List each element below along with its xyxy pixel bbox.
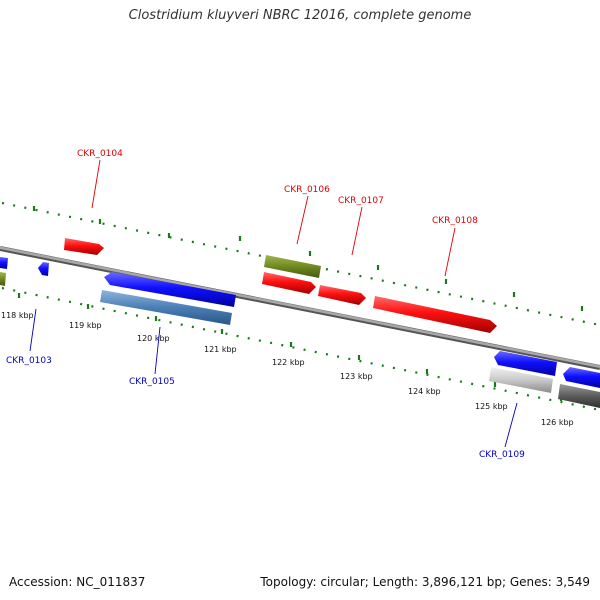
tick-label-126kbp: 126 kbp [541, 418, 574, 427]
tick-label-119kbp: 119 kbp [69, 321, 102, 330]
gene-arrow-ckr-0104[interactable] [64, 238, 104, 255]
reverse-major-ticks [17, 293, 563, 401]
gene-bar-olive-edge[interactable] [0, 272, 6, 286]
tick-label-121kbp: 121 kbp [204, 345, 237, 354]
gene-arrow-ckr-0108[interactable] [373, 296, 497, 333]
gene-bar-ckr-0109[interactable] [489, 367, 553, 393]
genome-summary-text: Topology: circular; Length: 3,896,121 bp… [260, 575, 590, 589]
tick-label-122kbp: 122 kbp [272, 358, 305, 367]
gene-label-ckr-0107: CKR_0107 [338, 196, 384, 206]
gene-arrow-red-a[interactable] [262, 272, 316, 294]
gene-arrow-blue-c[interactable] [494, 351, 557, 376]
gene-label-ckr-0108: CKR_0108 [432, 216, 478, 226]
gene-bar-ckr-0106[interactable] [264, 255, 321, 278]
gene-label-ckr-0105: CKR_0105 [129, 377, 175, 387]
gene-label-ckr-0103: CKR_0103 [6, 356, 52, 366]
gene-label-ckr-0104: CKR_0104 [77, 149, 123, 159]
gene-arrow-blue-b[interactable] [104, 272, 236, 307]
gene-arrow-blue-d[interactable] [563, 367, 600, 388]
tick-label-125kbp: 125 kbp [475, 402, 508, 411]
gene-arrow-ckr-0103[interactable] [38, 262, 49, 276]
gene-bar-dark-edge[interactable] [558, 384, 600, 408]
tick-label-124kbp: 124 kbp [408, 387, 441, 396]
tick-label-118kbp: 118 kbp [1, 311, 34, 320]
gene-label-ckr-0109: CKR_0109 [479, 450, 525, 460]
accession-text: Accession: NC_011837 [9, 575, 146, 589]
label-leaders [29, 159, 518, 448]
map-title: Clostridium kluyveri NBRC 12016, complet… [128, 8, 472, 23]
gene-arrow-blue-edge[interactable] [0, 257, 8, 269]
forward-major-ticks [32, 206, 584, 311]
gene-label-ckr-0106: CKR_0106 [284, 185, 330, 195]
gene-bar-ckr-0105[interactable] [100, 290, 232, 325]
tick-label-123kbp: 123 kbp [340, 372, 373, 381]
tick-label-120kbp: 120 kbp [137, 334, 170, 343]
gene-arrow-ckr-0107[interactable] [318, 285, 366, 305]
